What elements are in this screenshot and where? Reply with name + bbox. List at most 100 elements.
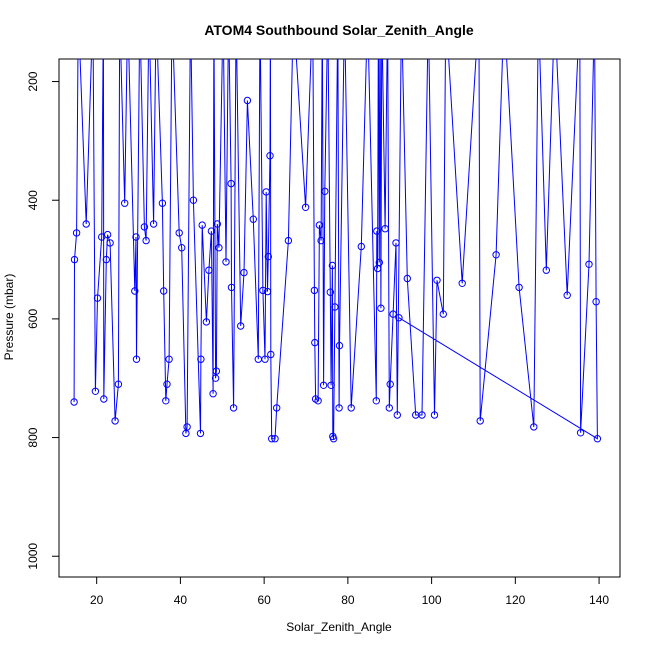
x-tick-label: 60 — [257, 593, 271, 607]
data-point — [386, 380, 394, 388]
data-point — [149, 220, 158, 228]
data-point — [249, 215, 258, 223]
chart-title: ATOM4 Southbound Solar_Zenith_Angle — [204, 22, 474, 38]
data-point — [100, 395, 108, 403]
data-point — [209, 390, 217, 398]
data-point — [373, 227, 381, 235]
data-point — [357, 242, 365, 251]
data-point — [327, 381, 335, 389]
data-point — [183, 423, 191, 431]
data-point — [310, 286, 319, 295]
x-axis-label: Solar_Zenith_Angle — [286, 620, 392, 634]
data-point — [563, 291, 571, 299]
data-point — [197, 355, 205, 363]
data-point — [530, 423, 538, 431]
data-point — [189, 196, 198, 204]
data-point — [317, 236, 325, 245]
data-point — [328, 261, 337, 270]
x-tick-label: 80 — [341, 593, 355, 607]
data-point — [121, 199, 129, 207]
data-point — [131, 287, 139, 295]
data-point — [314, 397, 322, 405]
data-point — [229, 404, 238, 412]
data-point — [331, 303, 339, 311]
data-point — [585, 260, 593, 268]
data-point — [207, 227, 216, 235]
series-line — [73, 59, 598, 440]
data-point — [114, 380, 123, 388]
x-axis: 20 40 60 80 100 120 140 — [90, 577, 609, 607]
data-point — [267, 350, 275, 359]
data-point — [385, 404, 393, 412]
data-point — [106, 239, 114, 247]
data-point — [268, 435, 276, 443]
data-point — [515, 283, 523, 292]
data-point — [212, 367, 221, 375]
data-point — [158, 199, 167, 207]
data-point — [70, 398, 78, 406]
data-point — [263, 287, 272, 296]
data-point — [240, 268, 248, 277]
plot-frame — [58, 58, 621, 578]
data-point — [542, 266, 550, 274]
data-point — [213, 220, 222, 228]
data-point — [243, 96, 252, 105]
data-point — [72, 229, 81, 237]
x-tick-label: 20 — [90, 593, 104, 607]
data-point — [347, 404, 355, 412]
data-point — [335, 341, 344, 350]
data-point — [271, 435, 279, 443]
data-point — [329, 435, 338, 443]
data-point — [262, 188, 270, 196]
data-point — [326, 288, 334, 296]
data-point — [165, 355, 173, 363]
data-point — [392, 239, 400, 247]
data-point — [492, 251, 500, 259]
data-point — [215, 244, 223, 252]
y-tick-label: 400 — [26, 190, 40, 210]
x-tick-label: 40 — [174, 593, 188, 607]
data-point — [372, 397, 380, 405]
data-point — [178, 244, 186, 252]
data-point — [430, 411, 439, 419]
data-point — [393, 411, 401, 419]
data-point — [301, 203, 310, 212]
data-point — [418, 411, 426, 419]
data-point — [91, 387, 100, 395]
data-point — [227, 179, 235, 188]
data-point — [102, 255, 111, 264]
data-point — [198, 221, 206, 229]
data-point — [593, 435, 602, 443]
y-axis: 200 400 600 800 1000 — [26, 71, 59, 570]
y-tick-label: 600 — [26, 309, 40, 329]
y-tick-label: 800 — [26, 427, 40, 447]
y-tick-label: 1000 — [26, 543, 40, 570]
data-point — [162, 397, 170, 405]
data-point — [576, 429, 585, 437]
data-point — [163, 380, 171, 388]
data-point — [142, 236, 150, 245]
data-point — [140, 223, 149, 231]
x-tick-label: 140 — [589, 593, 609, 607]
data-point — [237, 322, 245, 330]
data-point — [82, 220, 90, 228]
data-point — [103, 230, 112, 239]
data-point — [335, 404, 343, 412]
data-point — [439, 310, 447, 318]
data-point — [111, 417, 119, 425]
data-point — [458, 279, 466, 287]
data-point — [315, 221, 324, 229]
data-point — [381, 225, 389, 233]
data-point — [266, 152, 274, 160]
data-point — [375, 258, 383, 267]
x-tick-label: 100 — [422, 593, 442, 607]
data-point — [592, 298, 600, 306]
data-point — [132, 355, 141, 363]
data-point — [284, 236, 293, 245]
data-point — [70, 255, 79, 264]
data-point — [261, 355, 269, 363]
data-point — [403, 274, 411, 283]
data-point — [264, 252, 272, 261]
